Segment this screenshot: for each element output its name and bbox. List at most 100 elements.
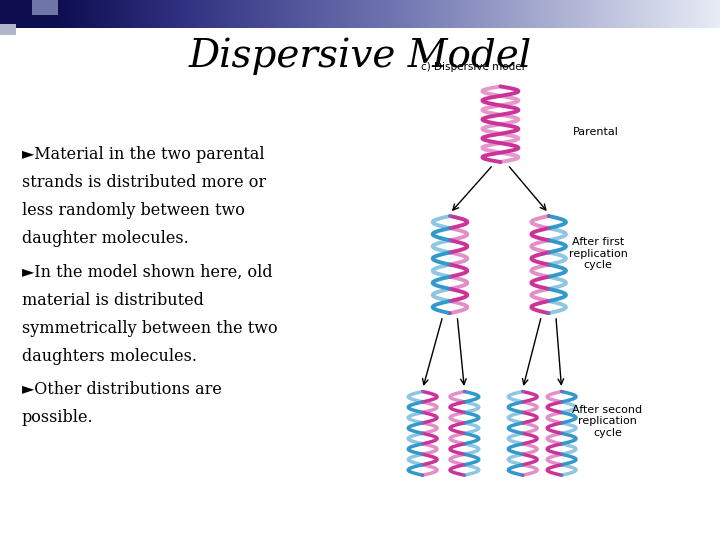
Bar — [337, 0, 339, 28]
Bar — [277, 0, 279, 28]
Bar — [648, 0, 651, 28]
Bar — [655, 0, 658, 28]
Bar — [675, 0, 678, 28]
Bar — [311, 0, 314, 28]
Bar — [511, 0, 513, 28]
Bar — [571, 0, 573, 28]
Bar — [673, 0, 676, 28]
Text: After second
replication
cycle: After second replication cycle — [572, 404, 642, 438]
Bar — [265, 0, 267, 28]
Bar — [575, 0, 577, 28]
Bar — [405, 0, 408, 28]
Bar — [711, 0, 714, 28]
Bar — [632, 0, 634, 28]
Bar — [539, 0, 541, 28]
Text: symmetrically between the two: symmetrically between the two — [22, 320, 277, 336]
Bar — [32, 0, 58, 15]
Bar — [202, 0, 204, 28]
Bar — [709, 0, 711, 28]
Text: ►Material in the two parental: ►Material in the two parental — [22, 146, 264, 163]
Bar — [47, 0, 50, 28]
Bar — [189, 0, 192, 28]
Bar — [521, 0, 523, 28]
Bar — [446, 0, 449, 28]
Bar — [477, 0, 480, 28]
Bar — [331, 0, 333, 28]
Bar — [335, 0, 337, 28]
Bar — [315, 0, 318, 28]
Bar — [493, 0, 496, 28]
Bar — [9, 0, 12, 28]
Bar — [76, 0, 78, 28]
Bar — [628, 0, 631, 28]
Bar — [390, 0, 393, 28]
Bar — [553, 0, 555, 28]
Bar — [472, 0, 474, 28]
Bar — [20, 0, 22, 28]
Bar — [107, 0, 109, 28]
Bar — [302, 0, 305, 28]
Text: After first
replication
cycle: After first replication cycle — [569, 237, 628, 271]
Bar — [191, 0, 193, 28]
Bar — [319, 0, 321, 28]
Bar — [338, 0, 341, 28]
Bar — [630, 0, 633, 28]
Bar — [497, 0, 499, 28]
Bar — [558, 0, 560, 28]
Bar — [63, 0, 66, 28]
Bar — [585, 0, 588, 28]
Bar — [227, 0, 230, 28]
Bar — [54, 0, 57, 28]
Bar — [671, 0, 674, 28]
Bar — [360, 0, 362, 28]
Bar — [56, 0, 58, 28]
Bar — [256, 0, 258, 28]
Text: strands is distributed more or: strands is distributed more or — [22, 174, 266, 191]
Bar — [306, 0, 308, 28]
Bar — [95, 0, 98, 28]
Bar — [392, 0, 395, 28]
Bar — [461, 0, 464, 28]
Bar — [508, 0, 510, 28]
Bar — [652, 0, 654, 28]
Bar — [455, 0, 458, 28]
Bar — [425, 0, 427, 28]
Bar — [324, 0, 327, 28]
Bar — [79, 0, 82, 28]
Bar — [133, 0, 135, 28]
Bar — [654, 0, 656, 28]
Bar — [616, 0, 618, 28]
Bar — [563, 0, 566, 28]
Text: ►In the model shown here, old: ►In the model shown here, old — [22, 264, 272, 280]
Bar — [679, 0, 681, 28]
Bar — [0, 0, 3, 28]
Bar — [68, 0, 71, 28]
Bar — [593, 0, 595, 28]
Bar — [186, 0, 188, 28]
Bar — [81, 0, 84, 28]
Bar — [29, 0, 32, 28]
Bar — [130, 0, 132, 28]
Bar — [481, 0, 483, 28]
Bar — [234, 0, 236, 28]
Bar — [577, 0, 580, 28]
Bar — [268, 0, 271, 28]
Bar — [569, 0, 572, 28]
Bar — [353, 0, 356, 28]
Bar — [292, 0, 294, 28]
Bar — [498, 0, 501, 28]
Bar — [40, 0, 42, 28]
Bar — [140, 0, 143, 28]
Bar — [194, 0, 197, 28]
Bar — [36, 0, 39, 28]
Bar — [37, 0, 40, 28]
Bar — [25, 0, 28, 28]
Bar — [295, 0, 298, 28]
Bar — [245, 0, 248, 28]
Bar — [160, 0, 163, 28]
Bar — [505, 0, 508, 28]
Bar — [369, 0, 372, 28]
Text: daughter molecules.: daughter molecules. — [22, 230, 189, 247]
Bar — [385, 0, 388, 28]
Bar — [137, 0, 140, 28]
